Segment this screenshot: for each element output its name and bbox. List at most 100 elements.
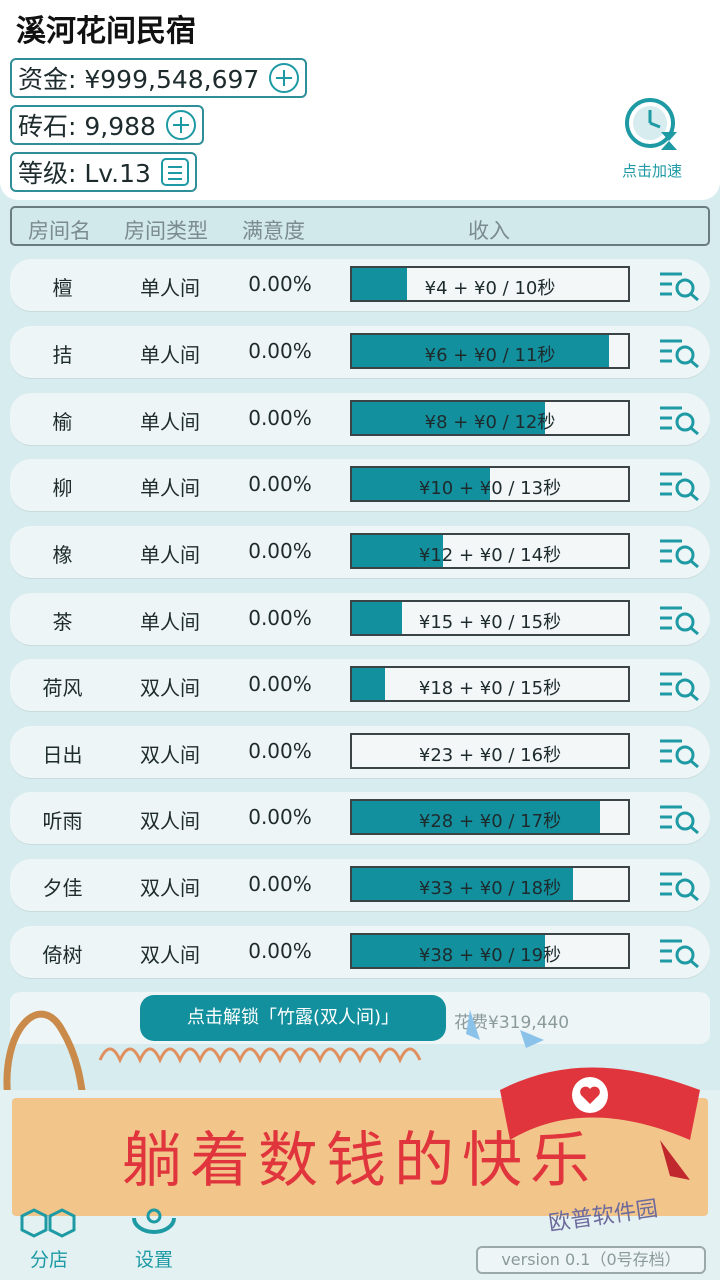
income-text: ¥28 + ¥0 / 17秒	[418, 811, 562, 832]
promo-banner	[12, 1098, 708, 1216]
speedup-button[interactable]: 点击加速	[612, 96, 692, 181]
list-search-icon[interactable]	[658, 604, 702, 636]
ribbon-heart-icon	[500, 1067, 700, 1180]
room-satisfaction: 0.00%	[248, 805, 312, 829]
income-progress-fill	[352, 268, 408, 300]
room-type: 单人间	[140, 610, 200, 634]
money-stat: 资金: ¥999,548,697	[10, 58, 308, 98]
room-type: 双人间	[140, 809, 200, 833]
income-progress-bar: ¥28 + ¥0 / 17秒	[350, 799, 630, 835]
income-progress-bar: ¥38 + ¥0 / 19秒	[350, 933, 630, 969]
speedup-label: 点击加速	[621, 162, 682, 180]
version-label: version 0.1（0号存档）	[476, 1246, 706, 1274]
income-progress-bar: ¥4 + ¥0 / 10秒	[350, 266, 630, 302]
room-row[interactable]: 荷风 双人间 0.00% ¥18 + ¥0 / 15秒	[10, 659, 710, 711]
list-search-icon[interactable]	[658, 337, 702, 369]
level-stat: 等级: Lv.13	[10, 152, 197, 192]
unlock-row: 点击解锁「竹露(双人间)」 花费¥319,440	[10, 992, 710, 1044]
gems-label: 砖石: 9,988	[18, 112, 156, 141]
room-row[interactable]: 日出 双人间 0.00% ¥23 + ¥0 / 16秒	[10, 726, 710, 778]
income-text: ¥23 + ¥0 / 16秒	[418, 745, 562, 766]
page-title: 溪河花间民宿	[16, 14, 196, 49]
level-label: 等级: Lv.13	[18, 159, 151, 188]
add-gems-plus-icon[interactable]	[165, 110, 196, 140]
room-row[interactable]: 榆 单人间 0.00% ¥8 + ¥0 / 12秒	[10, 393, 710, 445]
income-text: ¥8 + ¥0 / 12秒	[424, 412, 556, 433]
list-search-icon[interactable]	[658, 937, 702, 969]
income-text: ¥38 + ¥0 / 19秒	[418, 945, 562, 966]
list-search-icon[interactable]	[658, 404, 702, 436]
header: 溪河花间民宿 资金: ¥999,548,697 砖石: 9,988 等级: Lv…	[0, 0, 720, 200]
room-type: 单人间	[140, 410, 200, 434]
room-row[interactable]: 柳 单人间 0.00% ¥10 + ¥0 / 13秒	[10, 459, 710, 511]
income-progress-bar: ¥23 + ¥0 / 16秒	[350, 733, 630, 769]
room-satisfaction: 0.00%	[248, 939, 312, 963]
money-label: 资金: ¥999,548,697	[18, 65, 260, 94]
level-list-icon[interactable]	[160, 158, 189, 186]
income-progress-fill	[352, 868, 573, 900]
nav-branch[interactable]: 分店	[18, 1208, 80, 1272]
list-search-icon[interactable]	[658, 470, 702, 502]
income-progress-bar: ¥33 + ¥0 / 18秒	[350, 866, 630, 902]
room-name: 橡	[52, 543, 73, 567]
list-search-icon[interactable]	[658, 537, 702, 569]
room-satisfaction: 0.00%	[248, 739, 312, 763]
income-text: ¥18 + ¥0 / 15秒	[418, 678, 562, 699]
add-money-plus-icon[interactable]	[269, 63, 300, 93]
room-name: 倚树	[42, 943, 83, 967]
room-satisfaction: 0.00%	[248, 272, 312, 296]
room-name: 日出	[42, 743, 83, 767]
income-progress-fill	[352, 801, 601, 833]
list-search-icon[interactable]	[658, 670, 702, 702]
room-row[interactable]: 橡 单人间 0.00% ¥12 + ¥0 / 14秒	[10, 526, 710, 578]
room-type: 双人间	[140, 876, 200, 900]
income-progress-fill	[352, 935, 546, 967]
col-satisfaction: 满意度	[242, 219, 305, 243]
room-type: 单人间	[140, 343, 200, 367]
income-progress-bar: ¥18 + ¥0 / 15秒	[350, 666, 630, 702]
column-header: 房间名 房间类型 满意度 收入	[10, 206, 710, 246]
income-text: ¥12 + ¥0 / 14秒	[418, 545, 562, 566]
room-name: 拮	[52, 343, 73, 367]
nav-branch-label: 分店	[29, 1249, 68, 1271]
unlock-room-button[interactable]: 点击解锁「竹露(双人间)」	[140, 995, 446, 1041]
room-satisfaction: 0.00%	[248, 472, 312, 496]
income-progress-bar: ¥12 + ¥0 / 14秒	[350, 533, 630, 569]
income-progress-fill	[352, 668, 386, 700]
room-name: 茶	[52, 610, 73, 634]
room-satisfaction: 0.00%	[248, 406, 312, 430]
room-row[interactable]: 茶 单人间 0.00% ¥15 + ¥0 / 15秒	[10, 593, 710, 645]
list-search-icon[interactable]	[658, 270, 702, 302]
hexagon-icon	[20, 1208, 76, 1238]
room-row[interactable]: 夕佳 双人间 0.00% ¥33 + ¥0 / 18秒	[10, 859, 710, 911]
room-name: 柳	[52, 476, 73, 500]
gems-stat: 砖石: 9,988	[10, 105, 204, 145]
list-search-icon[interactable]	[658, 803, 702, 835]
col-name: 房间名	[28, 219, 91, 243]
income-progress-bar: ¥10 + ¥0 / 13秒	[350, 466, 630, 502]
income-progress-fill	[352, 602, 402, 634]
income-progress-fill	[352, 468, 490, 500]
room-name: 夕佳	[42, 876, 83, 900]
room-type: 单人间	[140, 276, 200, 300]
list-search-icon[interactable]	[658, 870, 702, 902]
income-progress-fill	[352, 535, 444, 567]
income-text: ¥10 + ¥0 / 13秒	[418, 478, 562, 499]
income-text: ¥6 + ¥0 / 11秒	[424, 345, 556, 366]
room-row[interactable]: 檀 单人间 0.00% ¥4 + ¥0 / 10秒	[10, 259, 710, 311]
nav-settings-label: 设置	[134, 1249, 173, 1271]
list-search-icon[interactable]	[658, 737, 702, 769]
room-name: 听雨	[42, 809, 83, 833]
income-progress-fill	[352, 335, 609, 367]
nav-settings[interactable]: 设置	[124, 1208, 184, 1272]
income-progress-bar: ¥8 + ¥0 / 12秒	[350, 400, 630, 436]
room-name: 榆	[52, 410, 73, 434]
room-satisfaction: 0.00%	[248, 872, 312, 896]
room-row[interactable]: 倚树 双人间 0.00% ¥38 + ¥0 / 19秒	[10, 926, 710, 978]
room-name: 荷风	[42, 676, 83, 700]
income-text: ¥15 + ¥0 / 15秒	[418, 612, 562, 633]
room-type: 双人间	[140, 743, 200, 767]
gear-icon	[132, 1208, 176, 1234]
room-row[interactable]: 拮 单人间 0.00% ¥6 + ¥0 / 11秒	[10, 326, 710, 378]
room-row[interactable]: 听雨 双人间 0.00% ¥28 + ¥0 / 17秒	[10, 792, 710, 844]
